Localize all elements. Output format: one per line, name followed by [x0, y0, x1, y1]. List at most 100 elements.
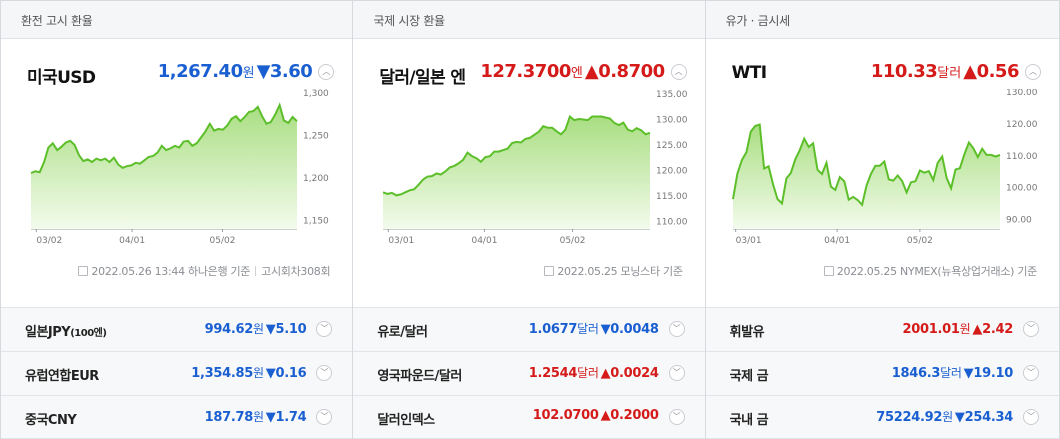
main-unit: 달러 [937, 66, 962, 81]
item-value: 994.62원 ▼5.10 [205, 320, 307, 337]
main-quote-name: 미국USD [27, 68, 96, 88]
main-value: 110.33 [870, 61, 938, 82]
item-unit: 원 [253, 366, 264, 380]
main-quote[interactable]: 미국USD 1,267.40원 ▼3.60 ︿ [23, 61, 335, 88]
source-date: 2022.05.26 13:44 하나은행 기준 [91, 265, 251, 278]
source-note: 2022.05.26 13:44 하나은행 기준 고시회차308회 [78, 263, 331, 279]
main-quote-value: 127.3700엔 ▲0.8700 [480, 61, 665, 82]
x-tick-label: 03/01 [735, 236, 761, 246]
source-date: 2022.05.25 NYMEX(뉴욕상업거래소) 기준 [836, 265, 1037, 278]
divider [255, 266, 257, 276]
chevron-up-icon[interactable]: ︿ [1024, 64, 1041, 80]
quote-list: 일본JPY(100엔) 994.62원 ▼5.10 ﹀ 유럽연합EUR 1,354.85원… [1, 307, 353, 439]
change-arrow-icon: ▲ [600, 408, 611, 423]
y-tick-label: 125.00 [656, 141, 688, 151]
chevron-down-icon[interactable]: ﹀ [1022, 321, 1039, 337]
item-name: 휘발유 [729, 321, 765, 340]
chevron-up-icon[interactable]: ︿ [670, 64, 687, 80]
y-tick-label: 110.00 [1006, 152, 1038, 162]
item-change: 2.42 [982, 322, 1013, 337]
item-name-text: 일본JPY [25, 325, 71, 340]
chevron-down-icon[interactable]: ﹀ [316, 321, 333, 337]
list-item[interactable]: 국내 금 75224.92원 ▼254.34 ﹀ [705, 395, 1059, 439]
chevron-down-icon[interactable]: ﹀ [668, 409, 685, 425]
item-value: 1846.3달러 ▼19.10 [892, 364, 1013, 381]
panel-header[interactable]: 환전 고시 환율 [1, 1, 353, 39]
item-name-text: 달러인덱스 [377, 413, 435, 428]
item-value-number: 1,354.85 [191, 366, 253, 381]
item-change: 19.10 [973, 366, 1013, 381]
y-tick-label: 115.00 [656, 192, 688, 202]
item-value-number: 1846.3 [891, 366, 941, 381]
item-change: 0.0024 [610, 366, 659, 381]
item-name-text: 영국파운드/달러 [377, 369, 462, 384]
list-item[interactable]: 국제 금 1846.3달러 ▼19.10 ﹀ [705, 351, 1059, 395]
panel-header[interactable]: 국제 시장 환율 [353, 1, 705, 39]
list-item[interactable]: 중국CNY 187.78원 ▼1.74 ﹀ [1, 395, 353, 439]
main-change: 3.60 [269, 61, 313, 82]
item-name: 국내 금 [729, 409, 769, 428]
y-tick-label: 130.00 [656, 116, 688, 126]
item-value-number: 102.0700 [532, 408, 599, 423]
x-tick-label: 04/01 [824, 236, 850, 246]
chevron-down-icon[interactable]: ﹀ [668, 365, 685, 381]
item-value: 75224.92원 ▼254.34 [876, 408, 1013, 425]
main-change: 0.8700 [598, 61, 665, 82]
item-name-text: 휘발유 [729, 325, 765, 340]
item-change: 0.2000 [610, 408, 659, 423]
change-arrow-icon: ▼ [265, 366, 276, 381]
chevron-down-icon[interactable]: ﹀ [316, 365, 333, 381]
list-item[interactable]: 달러인덱스 102.0700 ▲0.2000 ﹀ [353, 395, 705, 439]
item-name: 유로/달러 [377, 321, 428, 340]
series-line [731, 123, 1000, 207]
series-line [30, 102, 298, 174]
chevron-down-icon[interactable]: ﹀ [316, 409, 333, 425]
price-chart: 130.00 120.00 110.00 100.00 90.00 03/01 04/01 0… [731, 89, 1038, 246]
main-quote-value: 1,267.40원 ▼3.60 [158, 61, 313, 82]
item-name-text: 유로/달러 [377, 325, 428, 340]
item-unit: 원 [959, 322, 971, 336]
x-tick-label: 05/02 [560, 236, 586, 246]
item-name-text: 중국CNY [25, 413, 77, 428]
x-tick-label: 04/01 [472, 236, 498, 246]
chevron-down-icon[interactable]: ﹀ [1022, 409, 1039, 425]
item-change: 1.74 [275, 410, 307, 425]
item-name-text: 국제 금 [729, 369, 769, 384]
main-value: 127.3700 [480, 61, 571, 82]
x-tick-label: 05/02 [907, 236, 933, 246]
x-tick-label: 03/01 [389, 236, 415, 246]
x-tick-label: 03/02 [36, 236, 62, 246]
change-arrow-icon: ▼ [256, 61, 271, 82]
change-arrow-icon: ▲ [963, 61, 977, 82]
main-quote[interactable]: WTI 110.33달러 ▲0.56 ︿ [728, 61, 1041, 85]
main-quote[interactable]: 달러/일본 엔 127.3700엔 ▲0.8700 ︿ [375, 61, 687, 88]
exchange-rate-panel: 환전 고시 환율 미국USD 1,267.40원 ▼3.60 ︿ 1,300 1,2… [1, 1, 354, 439]
chevron-down-icon[interactable]: ﹀ [668, 321, 685, 337]
document-icon [544, 266, 555, 276]
y-tick-label: 1,150 [303, 217, 329, 227]
document-icon [823, 266, 834, 276]
list-item[interactable]: 휘발유 2001.01원 ▲2.42 ﹀ [705, 307, 1059, 351]
change-arrow-icon: ▲ [600, 366, 611, 381]
main-quote-name: 달러/일본 엔 [379, 68, 466, 88]
panel-header[interactable]: 유가 · 금시세 [705, 1, 1059, 39]
item-name-text: 국내 금 [729, 413, 769, 428]
chevron-down-icon[interactable]: ﹀ [1022, 365, 1039, 381]
main-quote-name: WTI [731, 63, 767, 83]
source-note: 2022.05.25 NYMEX(뉴욕상업거래소) 기준 [823, 263, 1037, 279]
list-item[interactable]: 유럽연합EUR 1,354.85원 ▼0.16 ﹀ [1, 351, 353, 395]
main-value: 1,267.40 [157, 61, 243, 82]
area-fill [383, 116, 651, 229]
chevron-up-icon[interactable]: ︿ [318, 64, 335, 80]
series-line [382, 114, 651, 197]
main-unit: 원 [242, 66, 255, 81]
y-tick-label: 1,200 [303, 174, 329, 184]
list-item[interactable]: 영국파운드/달러 1.2544달러 ▲0.0024 ﹀ [353, 351, 705, 395]
item-value: 1.2544달러 ▲0.0024 [529, 364, 659, 381]
item-value-number: 994.62 [204, 322, 254, 337]
list-item[interactable]: 유로/달러 1.0677달러 ▼0.0048 ﹀ [353, 307, 705, 351]
item-unit: 달러 [577, 322, 599, 336]
list-item[interactable]: 일본JPY(100엔) 994.62원 ▼5.10 ﹀ [1, 307, 353, 351]
y-tick-label: 130.00 [1006, 89, 1038, 98]
y-tick-label: 1,250 [303, 132, 329, 142]
